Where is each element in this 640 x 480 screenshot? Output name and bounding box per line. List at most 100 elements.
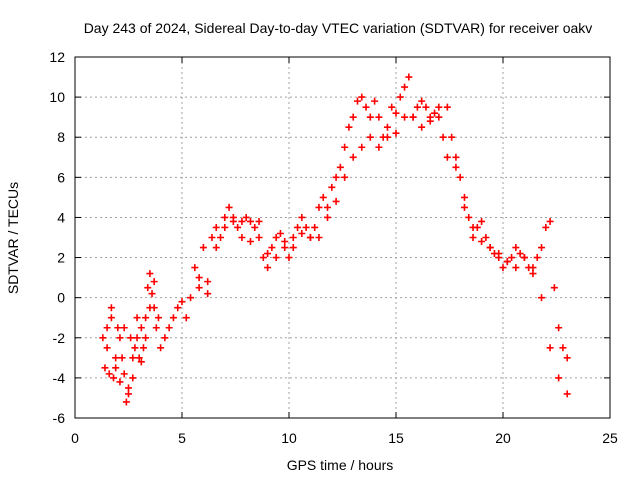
data-point bbox=[125, 384, 132, 392]
y-tick-label: -6 bbox=[53, 410, 66, 426]
data-point bbox=[341, 143, 349, 151]
data-point bbox=[375, 113, 383, 121]
data-point bbox=[375, 143, 383, 151]
data-point bbox=[508, 254, 516, 262]
data-point bbox=[435, 103, 443, 111]
data-point bbox=[383, 123, 391, 131]
data-point bbox=[107, 314, 115, 322]
data-point bbox=[139, 344, 147, 352]
data-point bbox=[199, 244, 207, 252]
data-point bbox=[165, 324, 173, 332]
data-point bbox=[281, 244, 289, 252]
data-point bbox=[499, 264, 507, 272]
x-tick-label: 10 bbox=[281, 430, 297, 446]
data-point bbox=[259, 254, 267, 262]
data-point bbox=[311, 223, 319, 231]
data-point bbox=[409, 113, 417, 121]
data-point bbox=[152, 324, 160, 332]
data-points bbox=[99, 73, 571, 406]
data-point bbox=[443, 103, 451, 111]
x-tick-label: 20 bbox=[495, 430, 511, 446]
data-point bbox=[146, 304, 154, 312]
data-point bbox=[125, 390, 132, 398]
data-point bbox=[460, 203, 468, 211]
data-point bbox=[366, 113, 374, 121]
data-point bbox=[272, 234, 280, 241]
data-point bbox=[555, 324, 563, 332]
data-point bbox=[345, 123, 353, 131]
data-point bbox=[154, 314, 162, 322]
data-point bbox=[238, 217, 246, 225]
data-point bbox=[456, 173, 464, 181]
data-point bbox=[116, 378, 124, 386]
data-point bbox=[512, 264, 520, 272]
data-point bbox=[105, 370, 113, 378]
data-point bbox=[482, 234, 490, 241]
data-point bbox=[118, 354, 126, 362]
data-point bbox=[107, 304, 115, 312]
data-point bbox=[555, 374, 563, 382]
data-point bbox=[353, 97, 361, 105]
data-point bbox=[234, 223, 242, 231]
data-point bbox=[221, 223, 229, 231]
data-point bbox=[246, 217, 254, 225]
data-point bbox=[99, 334, 107, 342]
data-point bbox=[371, 97, 379, 105]
data-point bbox=[460, 193, 468, 201]
data-point bbox=[366, 133, 374, 141]
data-point bbox=[221, 213, 229, 221]
data-point bbox=[129, 374, 137, 382]
x-axis-label: GPS time / hours bbox=[287, 457, 394, 473]
data-point bbox=[133, 334, 141, 342]
data-point bbox=[174, 304, 182, 312]
data-point bbox=[112, 354, 120, 362]
data-point bbox=[157, 344, 165, 352]
data-point bbox=[144, 284, 152, 292]
data-point bbox=[255, 217, 263, 225]
data-point bbox=[435, 113, 443, 121]
data-point bbox=[533, 254, 541, 262]
data-point bbox=[349, 153, 357, 161]
data-point bbox=[542, 223, 550, 231]
y-tick-label: 0 bbox=[57, 290, 65, 306]
data-point bbox=[439, 133, 447, 141]
data-point bbox=[146, 270, 154, 278]
data-point bbox=[112, 364, 120, 372]
plot-frame bbox=[74, 56, 611, 419]
data-point bbox=[392, 109, 400, 117]
data-point bbox=[503, 258, 511, 266]
data-point bbox=[486, 244, 494, 252]
data-point bbox=[546, 217, 554, 225]
data-point bbox=[401, 83, 409, 91]
data-point bbox=[426, 117, 434, 125]
data-point bbox=[264, 250, 272, 258]
chart-title: Day 243 of 2024, Sidereal Day-to-day VTE… bbox=[84, 20, 593, 36]
data-point bbox=[332, 173, 340, 181]
data-point bbox=[229, 217, 237, 225]
data-point bbox=[465, 213, 473, 221]
data-point bbox=[349, 113, 357, 121]
data-point bbox=[538, 294, 546, 302]
data-point bbox=[148, 290, 156, 298]
data-point bbox=[469, 234, 477, 241]
data-point bbox=[324, 203, 332, 211]
data-point bbox=[405, 73, 413, 81]
data-point bbox=[120, 370, 128, 378]
data-point bbox=[204, 290, 212, 298]
data-point bbox=[452, 153, 460, 161]
x-tick-label: 0 bbox=[71, 430, 79, 446]
data-point bbox=[401, 113, 409, 121]
data-point bbox=[285, 254, 293, 262]
data-point bbox=[298, 229, 306, 237]
data-point bbox=[217, 234, 225, 241]
data-point bbox=[358, 93, 366, 101]
data-point bbox=[204, 278, 212, 286]
data-point bbox=[255, 234, 263, 241]
data-point bbox=[251, 223, 259, 231]
data-point bbox=[103, 344, 111, 352]
data-point bbox=[512, 244, 520, 252]
data-point bbox=[418, 123, 426, 131]
data-point bbox=[120, 324, 128, 332]
